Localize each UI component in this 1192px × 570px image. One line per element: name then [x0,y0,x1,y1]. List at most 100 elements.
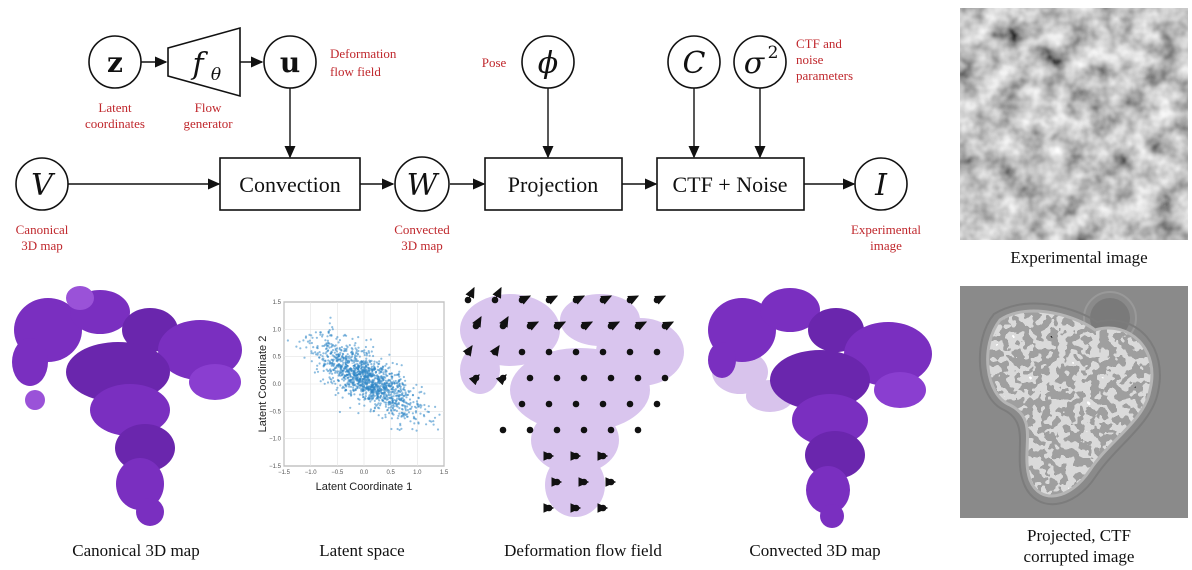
latent-x-tick-label: −0.5 [331,470,344,476]
latent-point [324,359,327,362]
latent-point [395,373,398,376]
latent-point [369,408,372,411]
latent-point [347,376,350,379]
latent-point [340,356,343,359]
latent-point [379,404,382,407]
flow-arrow [607,374,615,382]
latent-point [372,388,375,391]
latent-point [338,372,341,375]
flow-arrow [570,451,582,461]
latent-point [354,371,357,374]
latent-point [374,391,377,394]
latent-point [400,415,403,418]
latent-point [386,409,389,412]
latent-point [319,353,322,356]
latent-point [316,370,320,373]
latent-point [420,404,423,407]
latent-point [379,396,382,399]
latent-point [330,343,333,346]
latent-point [308,339,311,342]
canonical-map-label-1: Canonical [16,222,69,237]
latent-point [343,374,346,377]
latent-point [351,337,354,340]
node-W: W [394,156,450,212]
latent-point [370,372,373,375]
latent-point [332,364,335,368]
node-phi-label: ϕ [538,46,558,81]
node-C-label: C [683,46,706,81]
latent-y-tick-label: −1.5 [269,464,282,470]
latent-point [366,361,369,364]
latent-point [321,333,324,336]
latent-point [401,383,404,386]
latent-point [319,333,322,336]
latent-point [351,378,354,381]
deformation-flow-label-1: Deformation [330,46,397,61]
latent-point [352,384,355,387]
latent-point [366,381,369,384]
latent-point [334,382,337,385]
latent-point [397,414,400,417]
latent-point [373,362,376,366]
latent-point [348,355,351,358]
latent-point [355,348,358,351]
latent-point [360,379,363,382]
latent-point [370,395,373,398]
latent-point [344,388,347,392]
latent-point [352,367,356,370]
latent-point [369,380,372,383]
latent-point [342,376,346,379]
latent-x-tick-label: −1.5 [278,470,291,476]
latent-point [398,412,401,415]
latent-point [373,394,376,397]
latent-point [424,408,427,411]
flow-arrow [526,426,534,434]
latent-point [344,383,347,387]
latent-point [401,404,404,407]
latent-point [412,387,415,390]
latent-point [372,379,376,382]
latent-point [311,336,314,339]
latent-point [354,374,357,377]
latent-point [331,372,334,375]
latent-point [303,356,306,359]
latent-point [399,387,402,390]
node-sigma: σ 2 [733,35,787,89]
latent-point [325,347,328,351]
latent-point [379,402,382,405]
latent-point [312,346,315,349]
flow-arrow [545,348,553,356]
latent-point [363,386,366,389]
latent-point [398,375,401,378]
flow-arrow [499,426,507,434]
latent-point [386,396,389,399]
latent-point [388,366,391,369]
latent-point [341,369,344,372]
latent-point [407,389,410,393]
latent-point [395,409,398,412]
latent-point [387,406,390,409]
flow-arrow [580,321,594,331]
latent-point [330,358,333,361]
latent-point [361,350,364,353]
latent-point [371,375,374,378]
latent-point [397,380,400,383]
flow-arrow [578,477,590,487]
latent-point [295,345,298,348]
latent-point [368,386,371,389]
latent-point [353,344,356,347]
latent-point [380,381,383,384]
latent-point [379,394,383,397]
node-C: C [667,35,721,89]
latent-point [336,386,339,389]
latent-point [382,373,385,376]
latent-point [314,351,317,354]
latent-point [399,422,402,425]
node-u: u [263,35,317,89]
latent-point [352,389,355,393]
latent-point [370,363,373,366]
flow-arrow [599,348,607,356]
latent-point [384,403,387,406]
node-f-subscript: θ [211,65,221,85]
latent-point [391,390,394,393]
